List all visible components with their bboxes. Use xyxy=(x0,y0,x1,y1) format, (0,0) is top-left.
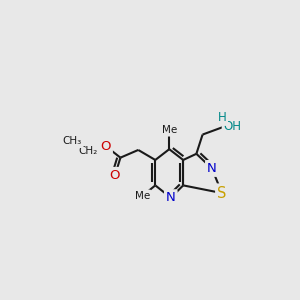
Text: Me: Me xyxy=(134,191,150,201)
Text: O: O xyxy=(110,169,120,182)
Text: O: O xyxy=(100,140,111,153)
Text: Me: Me xyxy=(162,125,177,135)
Text: OH: OH xyxy=(224,120,242,134)
Text: H: H xyxy=(218,111,226,124)
Text: CH₃: CH₃ xyxy=(63,136,82,146)
Text: S: S xyxy=(217,186,226,201)
Text: N: N xyxy=(207,162,217,175)
Text: N: N xyxy=(166,191,176,204)
Text: CH₂: CH₂ xyxy=(78,146,98,157)
